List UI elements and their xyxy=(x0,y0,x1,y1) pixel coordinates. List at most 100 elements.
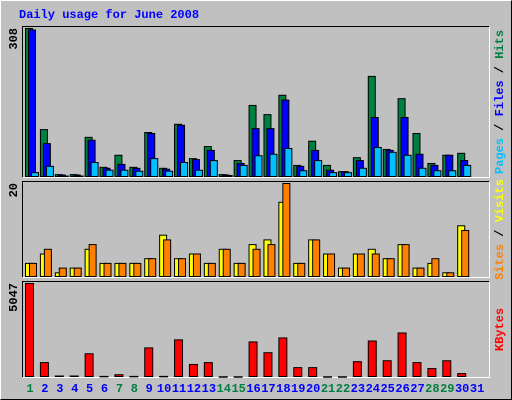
bar xyxy=(222,248,231,278)
bar xyxy=(29,262,37,277)
bar xyxy=(43,248,52,278)
bar xyxy=(150,158,159,177)
x-tick-label: 9 xyxy=(146,382,153,396)
legend-entry: Visits xyxy=(493,179,507,222)
x-tick-label: 4 xyxy=(71,382,78,396)
bar xyxy=(299,170,308,178)
x-tick-label: 30 xyxy=(455,382,469,396)
plot-bevel-light xyxy=(22,181,490,278)
x-tick-label: 2 xyxy=(41,382,48,396)
bar xyxy=(180,162,189,178)
bar xyxy=(297,262,306,277)
x-tick-label: 21 xyxy=(321,382,335,396)
bar xyxy=(382,360,392,378)
bar xyxy=(427,368,437,377)
bar xyxy=(114,374,124,378)
bar xyxy=(433,170,442,178)
bar xyxy=(84,353,94,378)
legend-separator: / xyxy=(493,116,507,138)
bar xyxy=(329,172,338,178)
bar xyxy=(397,332,407,377)
x-tick-label: 8 xyxy=(131,382,138,396)
bar xyxy=(163,239,172,277)
legend-entry: Pages xyxy=(493,138,507,174)
bar xyxy=(388,151,397,178)
bar xyxy=(188,363,198,378)
x-tick-label: 28 xyxy=(425,382,439,396)
plot-bevel-dark xyxy=(22,26,490,178)
x-tick-label: 24 xyxy=(366,382,380,396)
bar xyxy=(293,367,303,377)
bar xyxy=(209,160,218,177)
bar xyxy=(207,262,216,277)
bar xyxy=(352,361,362,378)
bar xyxy=(224,175,233,178)
y-tick-label: 308 xyxy=(7,28,21,50)
x-tick-label: 23 xyxy=(351,382,365,396)
bar xyxy=(203,362,213,378)
bar xyxy=(386,258,395,278)
x-tick-label: 18 xyxy=(276,382,290,396)
legend: Pages / Files / Hits xyxy=(493,30,507,174)
bar xyxy=(269,153,278,177)
bar xyxy=(73,267,82,278)
bar xyxy=(252,248,261,278)
chart-title: Daily usage for June 2008 xyxy=(19,8,199,22)
bar xyxy=(403,154,412,177)
bar xyxy=(69,375,79,378)
bar xyxy=(248,341,258,377)
bar xyxy=(75,175,84,178)
bar xyxy=(457,373,467,378)
bar xyxy=(401,244,410,278)
x-tick-label: 10 xyxy=(157,382,171,396)
bar xyxy=(367,340,377,378)
bar xyxy=(103,262,112,277)
bar xyxy=(120,169,129,177)
bar xyxy=(174,339,184,378)
x-tick-label: 26 xyxy=(395,382,409,396)
x-tick-label: 17 xyxy=(261,382,275,396)
bar xyxy=(192,253,201,277)
x-tick-label: 3 xyxy=(56,382,63,396)
bar xyxy=(446,272,455,277)
bar xyxy=(88,244,97,278)
bar xyxy=(144,347,154,378)
bar xyxy=(341,267,350,278)
x-tick-label: 29 xyxy=(440,382,454,396)
bar xyxy=(416,267,425,278)
bar xyxy=(45,165,54,178)
bar xyxy=(60,175,69,178)
bar xyxy=(308,367,318,377)
bar xyxy=(118,262,127,277)
bar xyxy=(135,170,144,178)
bar xyxy=(373,147,382,178)
bar xyxy=(105,169,114,177)
x-tick-label: 12 xyxy=(187,382,201,396)
bar xyxy=(39,362,49,378)
bar xyxy=(337,376,347,378)
x-tick-label: 15 xyxy=(231,382,245,396)
bar xyxy=(461,230,470,277)
legend: Sites / Visits xyxy=(493,179,507,280)
legend-entry: KBytes xyxy=(493,308,507,351)
x-tick-label: 27 xyxy=(410,382,424,396)
bar xyxy=(129,375,139,378)
bar xyxy=(267,244,276,278)
y-tick-label: 20 xyxy=(7,183,21,197)
x-tick-label: 22 xyxy=(336,382,350,396)
bar xyxy=(99,375,109,378)
bar xyxy=(448,170,457,178)
bar xyxy=(371,253,380,277)
x-tick-label: 25 xyxy=(380,382,394,396)
bar xyxy=(133,262,142,277)
x-tick-label: 7 xyxy=(116,382,123,396)
x-tick-label: 16 xyxy=(246,382,260,396)
x-tick-label: 1 xyxy=(26,382,33,396)
x-tick-label: 14 xyxy=(217,382,231,396)
y-tick-label: 5047 xyxy=(7,283,21,312)
legend-entry: Hits xyxy=(493,30,507,59)
bar xyxy=(254,155,263,177)
